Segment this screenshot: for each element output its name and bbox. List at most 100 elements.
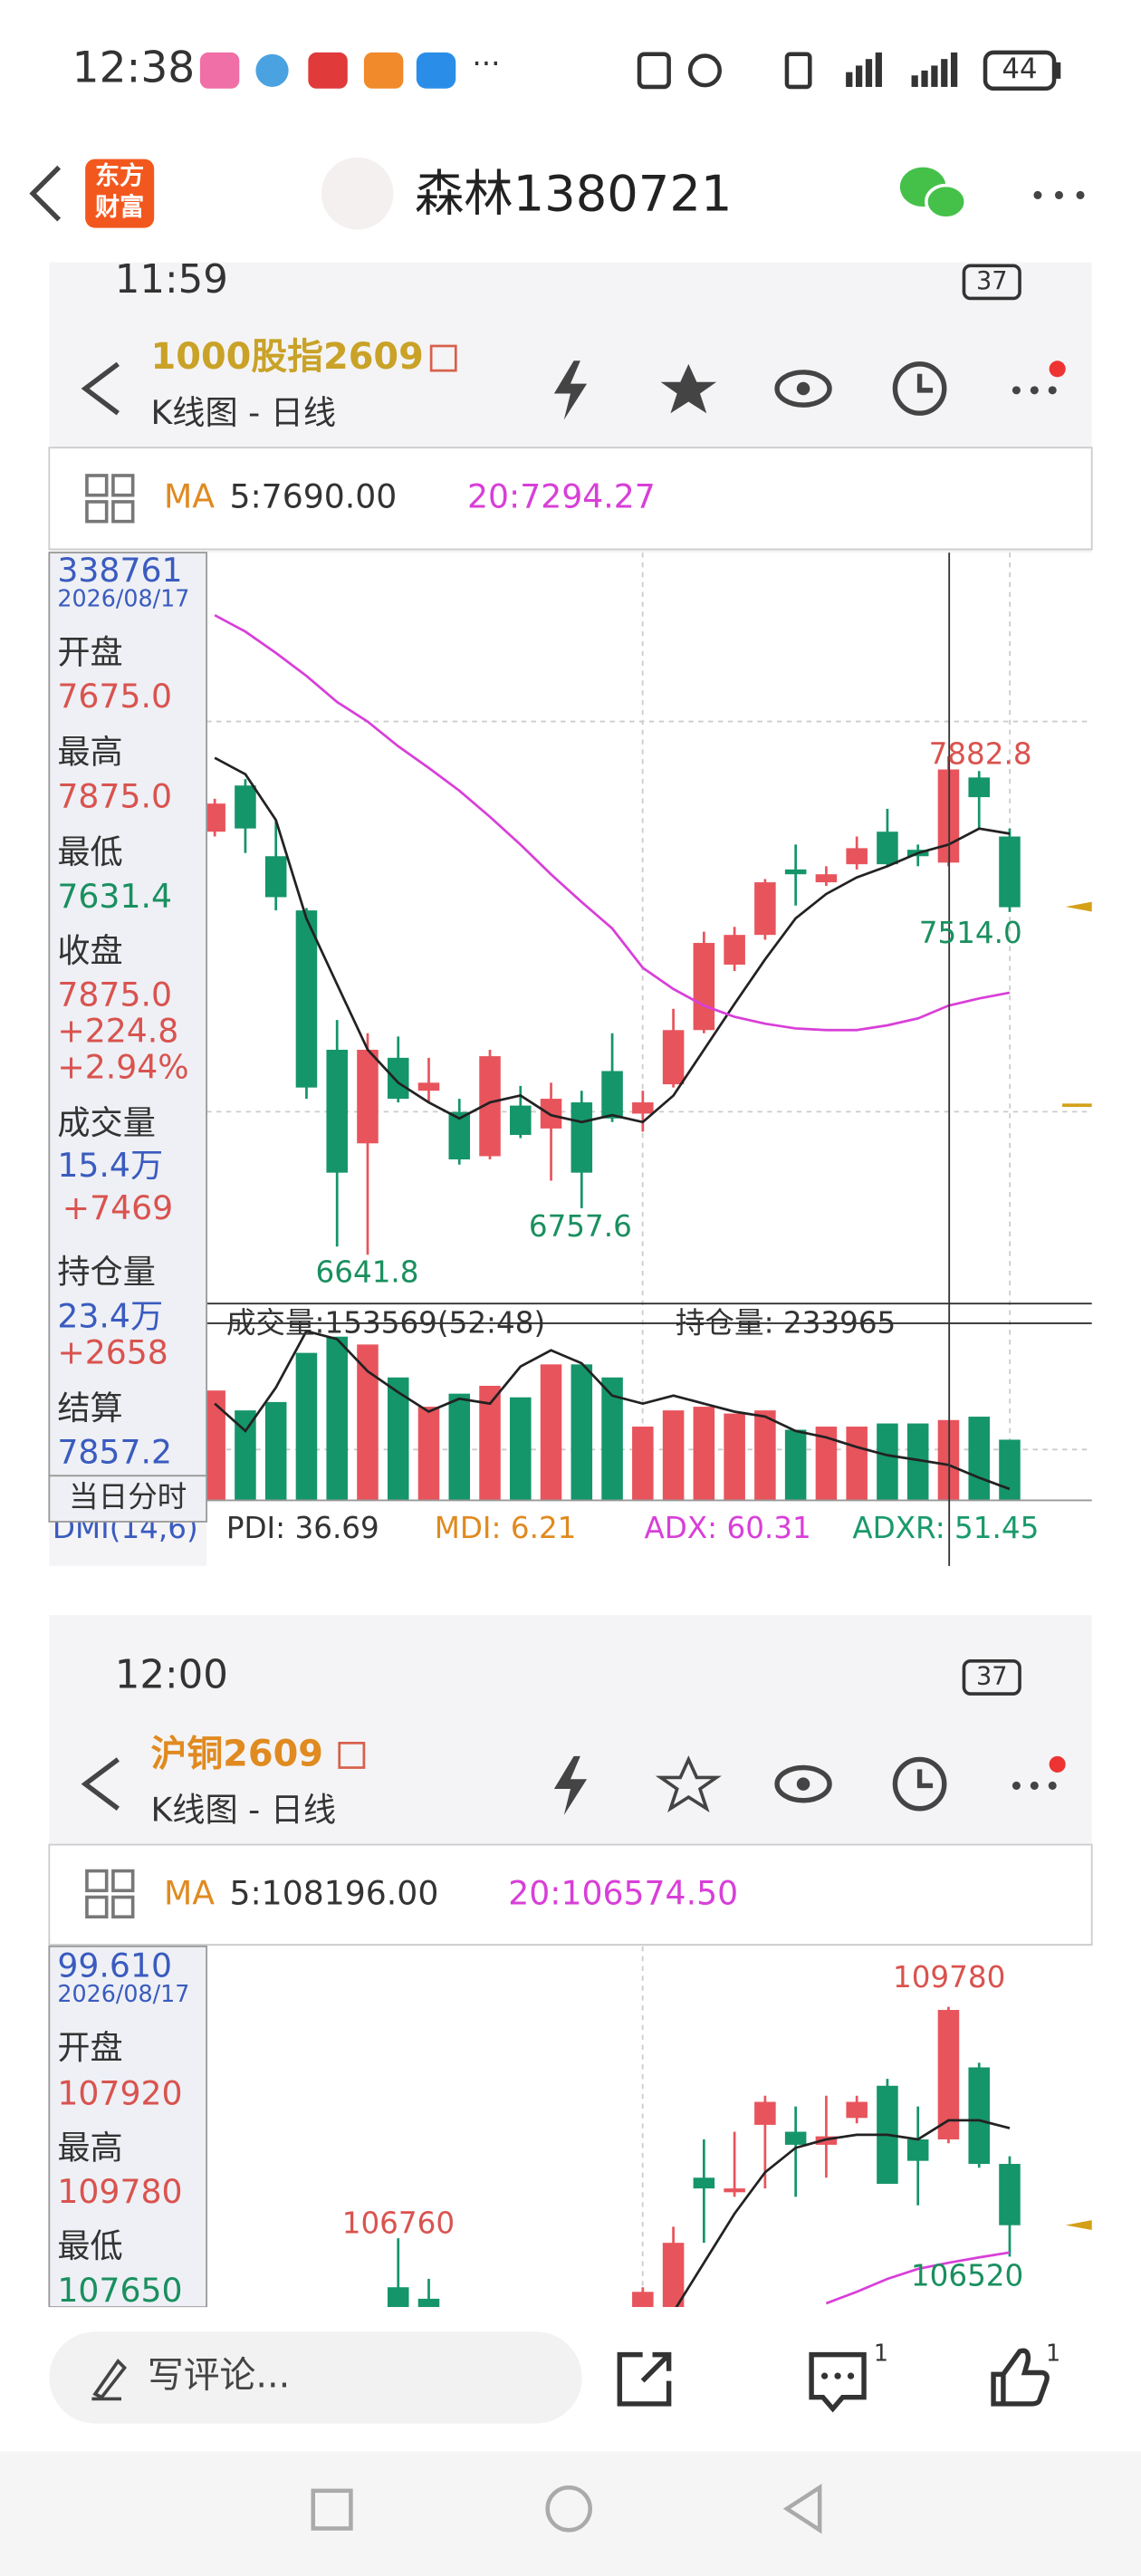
wechat-icon[interactable] (899, 167, 968, 220)
more-button[interactable] (1033, 190, 1085, 199)
candle-body (968, 2067, 990, 2165)
ma-bar (48, 1843, 1093, 1946)
pencil-icon (91, 2359, 128, 2401)
ma20-line (825, 2251, 1011, 2305)
grid-icon[interactable] (85, 1869, 135, 1919)
battery: 37 (976, 267, 1008, 295)
sb-value: +7469 (62, 1188, 173, 1227)
sb-value: 7631.4 (57, 877, 172, 916)
volume-bar (601, 1377, 623, 1501)
volume-bar (510, 1397, 532, 1501)
sb-date: 2026/08/17 (57, 1980, 189, 2007)
candle-body (235, 785, 256, 829)
battery-frame (962, 264, 1021, 301)
ma5-line (214, 756, 1011, 1124)
volume-bar (754, 1410, 776, 1501)
nav-recent[interactable] (311, 2488, 353, 2531)
sb-value: 7857.2 (57, 1433, 172, 1472)
share-button[interactable] (617, 2351, 672, 2407)
back-button[interactable] (29, 165, 62, 222)
comment-button[interactable] (809, 2351, 867, 2413)
sb-date: 2026/08/17 (57, 585, 189, 612)
logo[interactable] (85, 159, 155, 228)
volume-bar (448, 1393, 471, 1501)
grid-icon[interactable] (85, 474, 135, 524)
intraday-label: 当日分时 (69, 1480, 187, 1514)
volume-text: 成交量:153569(52:48) (226, 1306, 545, 1341)
volume-bar (206, 1390, 225, 1501)
low-label: 106520 (911, 2259, 1023, 2293)
high-label: 7882.8 (929, 737, 1032, 772)
subtitle: K线图 - 日线 (151, 393, 337, 432)
volume-bar (999, 1439, 1021, 1501)
low-label: 7514.0 (919, 916, 1022, 950)
candle-body (387, 1057, 409, 1100)
candle-body (632, 1102, 654, 1114)
ma-label: MA (164, 1874, 215, 1913)
sidebar-texts: 99.610 2026/08/17 开盘 107920 最高 109780 最低… (57, 1946, 189, 2309)
candle-body (906, 2139, 929, 2161)
oi-line (214, 1330, 1011, 1491)
sb-value: 7675.0 (57, 677, 172, 716)
candle-body (724, 935, 745, 965)
volume-bar (846, 1427, 868, 1501)
sidebar-texts: 338761 2026/08/17 开盘 7675.0 最高 7875.0 最低… (57, 551, 189, 1472)
candle-body (417, 2298, 440, 2308)
back-button[interactable] (81, 361, 120, 416)
candle-body (784, 869, 807, 875)
high-label: 109780 (893, 1960, 1005, 1994)
comment-input[interactable] (49, 2331, 582, 2424)
sb-value: 107920 (57, 2074, 182, 2113)
nav-home[interactable] (545, 2485, 592, 2533)
subtitle: K线图 - 日线 (151, 1790, 337, 1829)
candle-body (846, 2101, 868, 2119)
candle-body (510, 1105, 532, 1135)
volume-bar (326, 1336, 348, 1501)
volume-bar (264, 1401, 287, 1501)
ma5-text: 5:7690.00 (229, 476, 397, 515)
candle-body (877, 831, 898, 865)
like-button[interactable] (991, 2348, 1050, 2407)
sb-value: 7875.0 (57, 976, 172, 1014)
volume-bar (693, 1407, 715, 1501)
sb-label: 最高 (57, 733, 122, 772)
indicator: PDI: 36.69 (226, 1511, 379, 1545)
avatar[interactable] (321, 157, 394, 230)
volume-bar (784, 1429, 807, 1501)
status-time: 12:38 (72, 43, 196, 92)
sb-label: 最低 (57, 2226, 122, 2265)
status-time: 11:59 (115, 257, 228, 303)
candle-body (601, 1071, 623, 1119)
ma20-text: 20:106574.50 (508, 1874, 738, 1913)
sb-label: 持仓量 (57, 1253, 156, 1292)
instrument: 沪铜2609 (151, 1733, 323, 1774)
volume-bar (387, 1377, 409, 1501)
top-bg (0, 0, 1141, 263)
indicator: ADXR: 51.45 (852, 1511, 1039, 1545)
logo-text: 东方 (95, 161, 144, 190)
volume-bar (662, 1410, 685, 1501)
toolbar[interactable] (553, 1755, 1066, 1816)
back-button[interactable] (81, 1757, 120, 1811)
sb-value: 107650 (57, 2271, 182, 2310)
high-label: 106760 (342, 2206, 455, 2241)
comment-placeholder: 写评论... (148, 2354, 290, 2396)
low-label: 6757.6 (529, 1209, 632, 1244)
nav-back[interactable] (782, 2484, 822, 2534)
status-icons (637, 50, 1061, 91)
candle-body (387, 2287, 409, 2308)
ma20-text: 20:7294.27 (467, 476, 656, 515)
logo-text: 财富 (95, 192, 144, 221)
volume-bar (632, 1427, 654, 1501)
volume-bar (235, 1410, 256, 1501)
header-title: 森林1380721 (415, 165, 732, 222)
candle-body (754, 2101, 776, 2125)
candle-body (724, 2188, 745, 2193)
candle-body (570, 1102, 593, 1173)
candle-body (540, 1099, 562, 1129)
intraday-button[interactable] (48, 1475, 208, 1523)
candle-body (937, 2010, 960, 2139)
ma-bar (48, 447, 1093, 551)
